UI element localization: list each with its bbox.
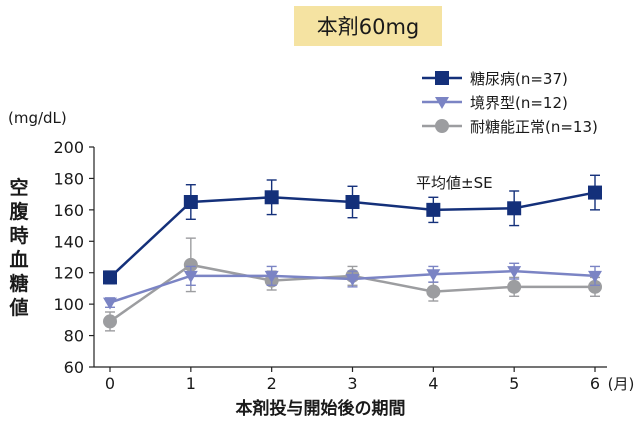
data-point — [264, 270, 279, 283]
y-tick-label: 160 — [53, 201, 84, 220]
y-axis-label: 空腹時血糖値 — [6, 176, 32, 320]
data-point — [345, 274, 360, 286]
y-tick-label: 120 — [53, 264, 84, 283]
chart-title: 本剤60mg — [294, 6, 442, 46]
data-point — [588, 185, 602, 200]
y-axis-label-char: 空 — [9, 177, 29, 199]
x-axis-label: 本剤投与開始後の期間 — [235, 399, 406, 419]
data-point — [507, 279, 522, 294]
data-point — [103, 270, 117, 285]
legend-marker — [435, 97, 449, 109]
data-point — [507, 201, 522, 216]
y-axis-label-char: 値 — [9, 297, 29, 319]
data-point — [103, 314, 117, 329]
data-point — [183, 257, 198, 272]
y-unit-label: (mg/dL) — [8, 109, 67, 127]
x-tick-label: 2 — [267, 374, 277, 393]
y-tick-label: 180 — [53, 169, 84, 188]
legend-label: 境界型(n=12) — [470, 94, 568, 112]
data-point — [426, 269, 441, 282]
data-point — [345, 195, 360, 209]
x-tick-label: 6 — [590, 374, 600, 393]
y-axis-label-char: 糖 — [9, 273, 29, 295]
data-point — [507, 266, 522, 279]
x-tick-label: 4 — [428, 374, 438, 393]
x-tick-label: 0 — [105, 374, 115, 393]
legend-marker — [435, 71, 449, 85]
legend-label: 耐糖能正常(n=13) — [470, 118, 598, 136]
data-point — [426, 284, 441, 299]
x-tick-label: 3 — [347, 374, 357, 393]
data-point — [264, 190, 279, 205]
data-point — [183, 270, 198, 283]
data-point — [588, 270, 602, 283]
y-axis-label-char: 血 — [9, 249, 29, 271]
stat-note: 平均値±SE — [416, 174, 493, 192]
y-tick-label: 200 — [53, 138, 84, 157]
y-tick-label: 60 — [64, 358, 84, 377]
data-point — [183, 195, 198, 209]
y-tick-label: 100 — [53, 295, 84, 314]
y-tick-label: 140 — [53, 232, 84, 251]
data-point — [588, 279, 602, 294]
data-point — [426, 202, 441, 217]
data-point — [103, 297, 117, 310]
x-tick-label: 5 — [509, 374, 519, 393]
legend-marker — [435, 119, 449, 133]
y-axis-label-char: 腹 — [9, 201, 29, 223]
legend-label: 糖尿病(n=37) — [470, 70, 568, 88]
y-axis-label-char: 時 — [9, 225, 29, 247]
x-tick-label: 1 — [186, 374, 196, 393]
y-tick-label: 80 — [64, 327, 84, 346]
x-unit-label: (月) — [608, 375, 635, 393]
